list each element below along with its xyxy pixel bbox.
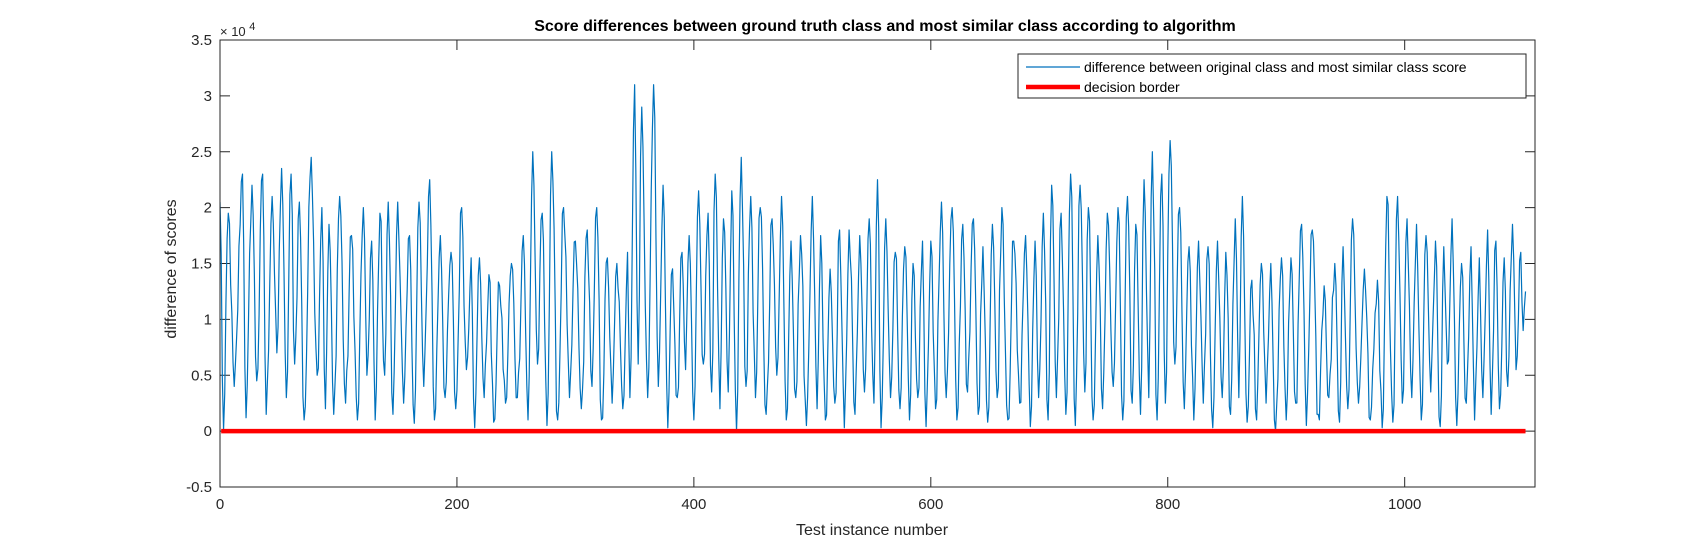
x-axis-label: Test instance number: [796, 522, 949, 539]
legend-label-decision-border: decision border: [1084, 79, 1180, 95]
axis-tick-labels: 0 200 400 600 800 1000-0.500.511.522.533.5: [186, 32, 1421, 513]
y-exponent-base: × 10: [220, 24, 246, 39]
x-tick-label: 0: [216, 496, 224, 513]
y-exponent-label: × 10 4: [220, 21, 255, 39]
x-tick-label: 1000: [1388, 496, 1421, 513]
x-tick-label: 200: [444, 496, 469, 513]
y-tick-label: 0: [204, 423, 212, 440]
svg-text:× 10 4: × 10 4: [220, 21, 255, 39]
legend: difference between original class and mo…: [1017, 53, 1527, 99]
y-tick-label: -0.5: [186, 479, 212, 496]
y-tick-label: 3.5: [191, 32, 212, 49]
y-tick-label: 3: [204, 88, 212, 105]
legend-label-difference: difference between original class and mo…: [1084, 59, 1467, 75]
y-exponent-power: 4: [249, 21, 255, 33]
y-tick-label: 2: [204, 200, 212, 217]
x-tick-label: 400: [681, 496, 706, 513]
y-axis-label: difference of scores: [163, 199, 180, 338]
y-tick-label: 0.5: [191, 367, 212, 384]
plot-area-border: [219, 39, 1536, 488]
chart-title: Score differences between ground truth c…: [534, 18, 1236, 35]
x-tick-label: 600: [918, 496, 943, 513]
legend-box: [1017, 53, 1527, 99]
series-line-difference: [220, 84, 1527, 432]
y-tick-label: 1.5: [191, 256, 212, 273]
y-tick-label: 1: [204, 311, 212, 328]
y-tick-label: 2.5: [191, 144, 212, 161]
x-tick-label: 800: [1155, 496, 1180, 513]
